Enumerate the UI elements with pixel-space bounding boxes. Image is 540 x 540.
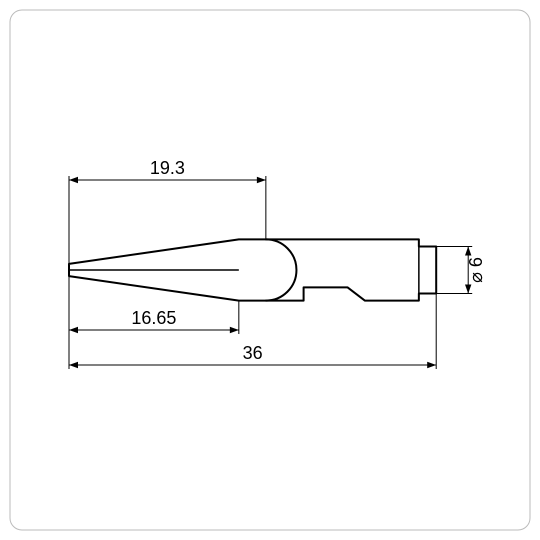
dim-label-diameter: ⌀ 6: [466, 257, 486, 283]
dim-arrow: [230, 327, 239, 333]
shoulder-arc: [266, 239, 297, 300]
dim-arrow: [69, 327, 78, 333]
dim-arrow: [69, 177, 78, 183]
technical-drawing: 19.3 16.65 36 ⌀ 6: [0, 0, 540, 540]
dim-label: 36: [243, 343, 263, 363]
dim-arrow: [69, 362, 78, 368]
drawing-group: 19.3 16.65 36 ⌀ 6: [69, 158, 486, 369]
dim-arrow: [465, 247, 471, 256]
dim-label: 16.65: [131, 308, 176, 328]
dim-arrow: [465, 284, 471, 293]
dim-arrow: [427, 362, 436, 368]
dim-arrow: [257, 177, 266, 183]
dim-label: 19.3: [150, 158, 185, 178]
